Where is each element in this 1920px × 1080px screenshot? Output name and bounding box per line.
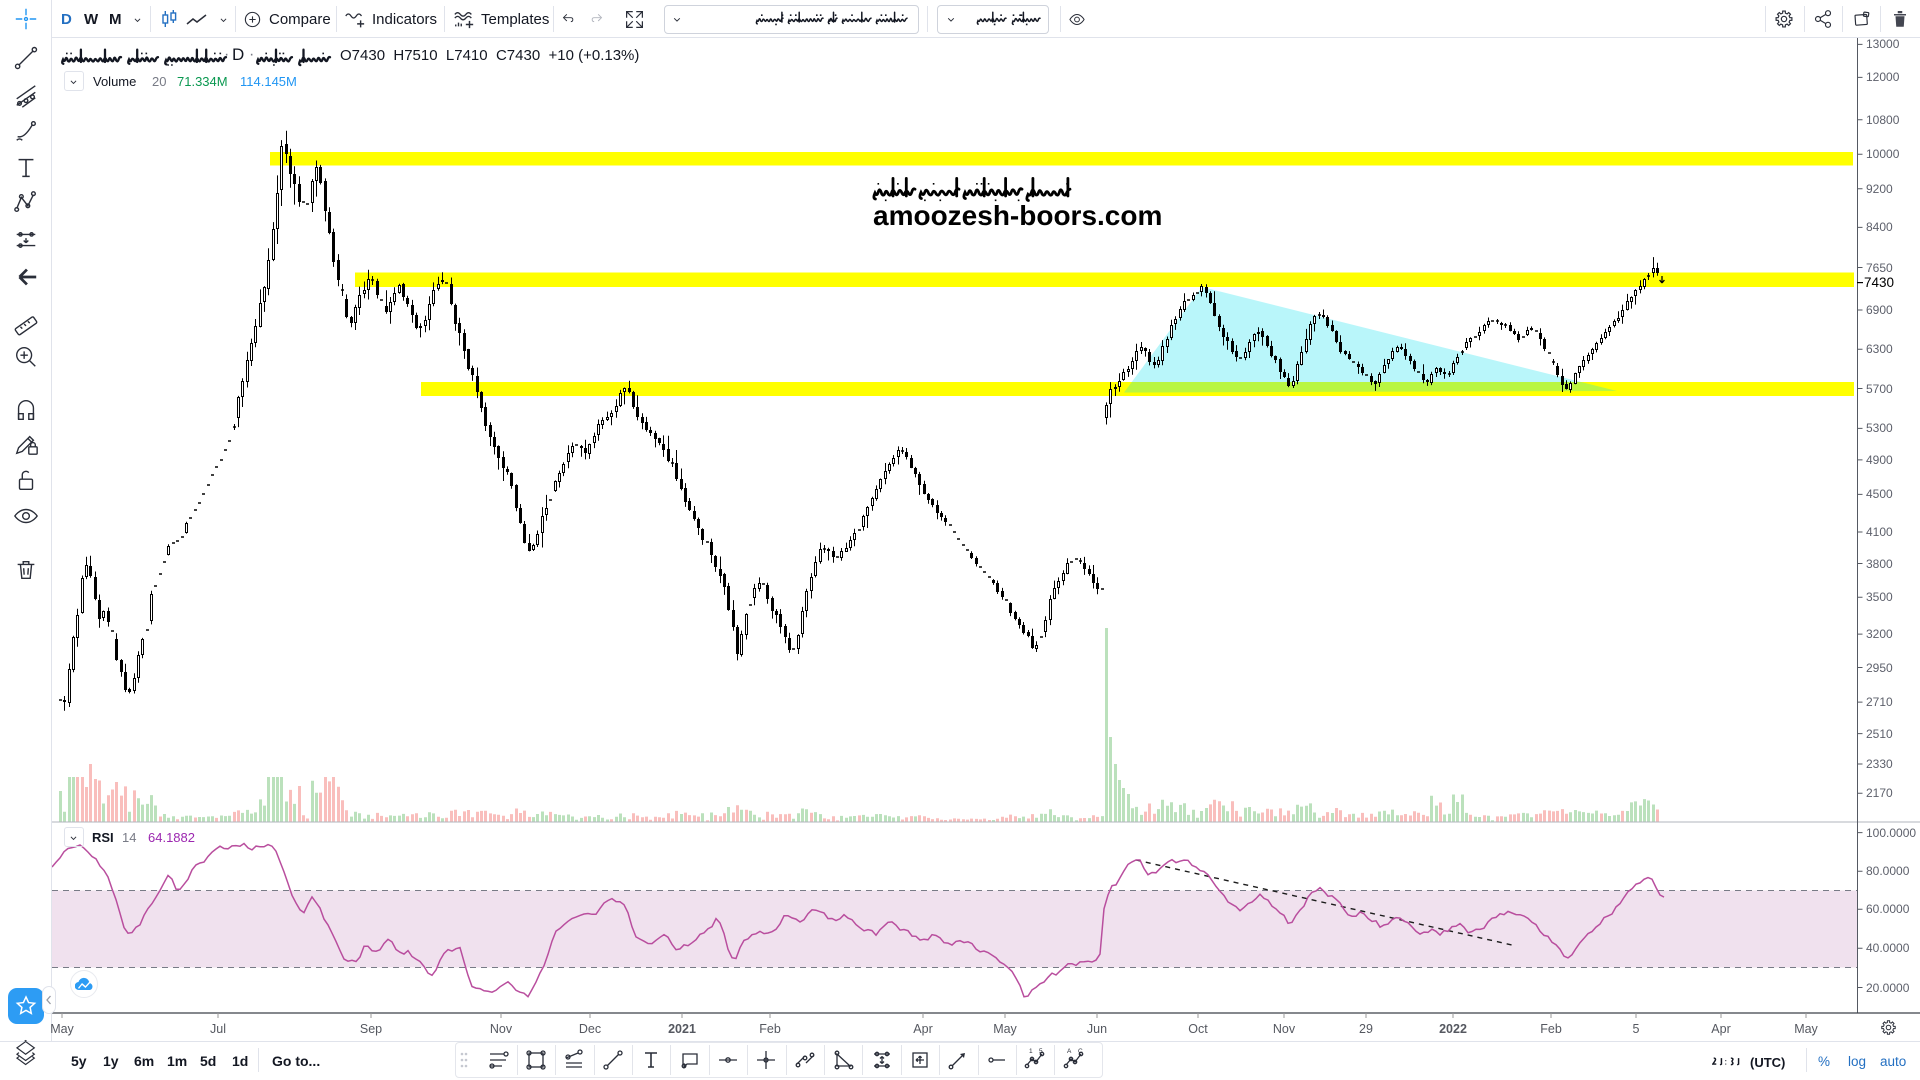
svg-text:5: 5 xyxy=(1039,1048,1043,1055)
svg-text:C: C xyxy=(1078,1048,1083,1055)
svg-text:1: 1 xyxy=(1029,1048,1033,1055)
svg-text:A: A xyxy=(1067,1048,1072,1055)
